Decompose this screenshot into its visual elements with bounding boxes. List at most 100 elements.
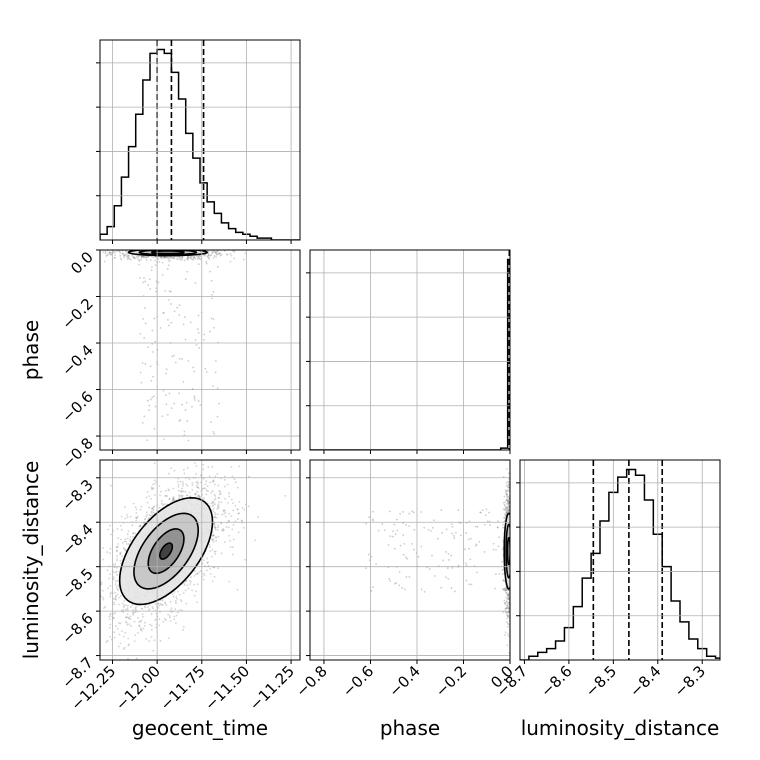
sample-point [197,482,200,485]
sample-point [507,472,510,475]
sample-point [177,258,179,261]
sample-point [144,606,147,609]
sample-point [168,392,171,395]
sample-point [106,254,109,257]
sample-point [511,611,513,613]
sample-point [133,640,136,643]
sample-point [114,563,117,565]
sample-point [189,243,191,245]
sample-point [511,605,513,607]
sample-point [224,497,226,500]
sample-point [109,253,112,256]
sample-point [212,246,214,248]
sample-point [148,409,150,412]
sample-point [171,256,174,259]
sample-point [140,505,143,508]
sample-point [195,484,198,487]
sample-point [116,559,118,562]
sample-point [194,257,197,260]
sample-point [186,257,189,260]
sample-point [143,624,146,627]
sample-point [100,583,103,586]
sample-point [140,619,143,622]
panel-border [99,459,301,661]
sample-point [95,607,97,609]
sample-point [109,247,111,249]
sample-point [125,543,128,545]
sample-point [216,473,219,475]
sample-point [470,583,473,586]
sample-point [193,395,196,398]
hist-panel-phase [306,249,511,454]
sample-point [206,246,208,248]
sample-point [168,489,170,492]
sample-point [513,591,515,593]
sample-point [153,639,156,642]
sample-point [191,248,193,250]
sample-point [512,547,514,549]
sample-point [195,473,197,475]
sample-point [387,544,390,546]
x-tick-label: −8.4 [626,662,664,700]
sample-point [170,247,172,249]
sample-point [150,510,153,513]
sample-point [117,537,120,539]
sample-point [149,514,152,517]
sample-point [505,490,508,492]
sample-point [506,511,508,514]
sample-point [195,465,198,467]
sample-point [173,257,176,260]
sample-point [201,247,203,249]
sample-point [134,634,137,637]
sample-point [189,256,192,259]
sample-point [211,538,214,541]
sample-point [511,519,513,521]
sample-point [511,546,513,548]
sample-point [217,501,220,503]
sample-point [123,248,125,250]
sample-point [365,567,367,570]
sample-point [110,254,113,256]
sample-point [159,248,161,250]
sample-point [408,512,411,515]
sample-point [405,523,407,526]
sample-point [202,463,204,466]
sample-point [114,595,117,598]
sample-point [145,515,148,518]
sample-point [445,551,447,553]
sample-point [119,622,122,625]
sample-point [243,508,246,511]
sample-point [110,591,112,594]
sample-point [191,489,194,491]
sample-point [504,631,507,634]
sample-point [186,257,189,259]
sample-point [155,244,157,246]
sample-point [161,502,163,505]
sample-point [510,511,512,513]
sample-point [511,507,513,509]
sample-point [168,614,171,617]
sample-point [135,508,138,511]
sample-point [141,613,144,616]
sample-point [221,513,223,516]
sample-point [224,511,227,514]
sample-point [161,244,163,246]
sample-point [143,336,146,339]
sample-point [223,512,226,515]
sample-point [161,261,164,264]
sample-point [116,546,118,549]
sample-point [205,371,208,373]
sample-point [393,523,396,526]
sample-point [139,525,141,528]
sample-point [404,556,407,559]
sample-point [186,467,189,469]
sample-point [154,248,156,250]
sample-point [116,593,119,596]
sample-point [193,243,195,245]
sample-point [130,625,132,627]
sample-point [219,254,222,257]
sample-point [116,250,119,253]
sample-point [231,445,233,447]
sample-point [510,613,512,615]
sample-point [144,322,147,325]
